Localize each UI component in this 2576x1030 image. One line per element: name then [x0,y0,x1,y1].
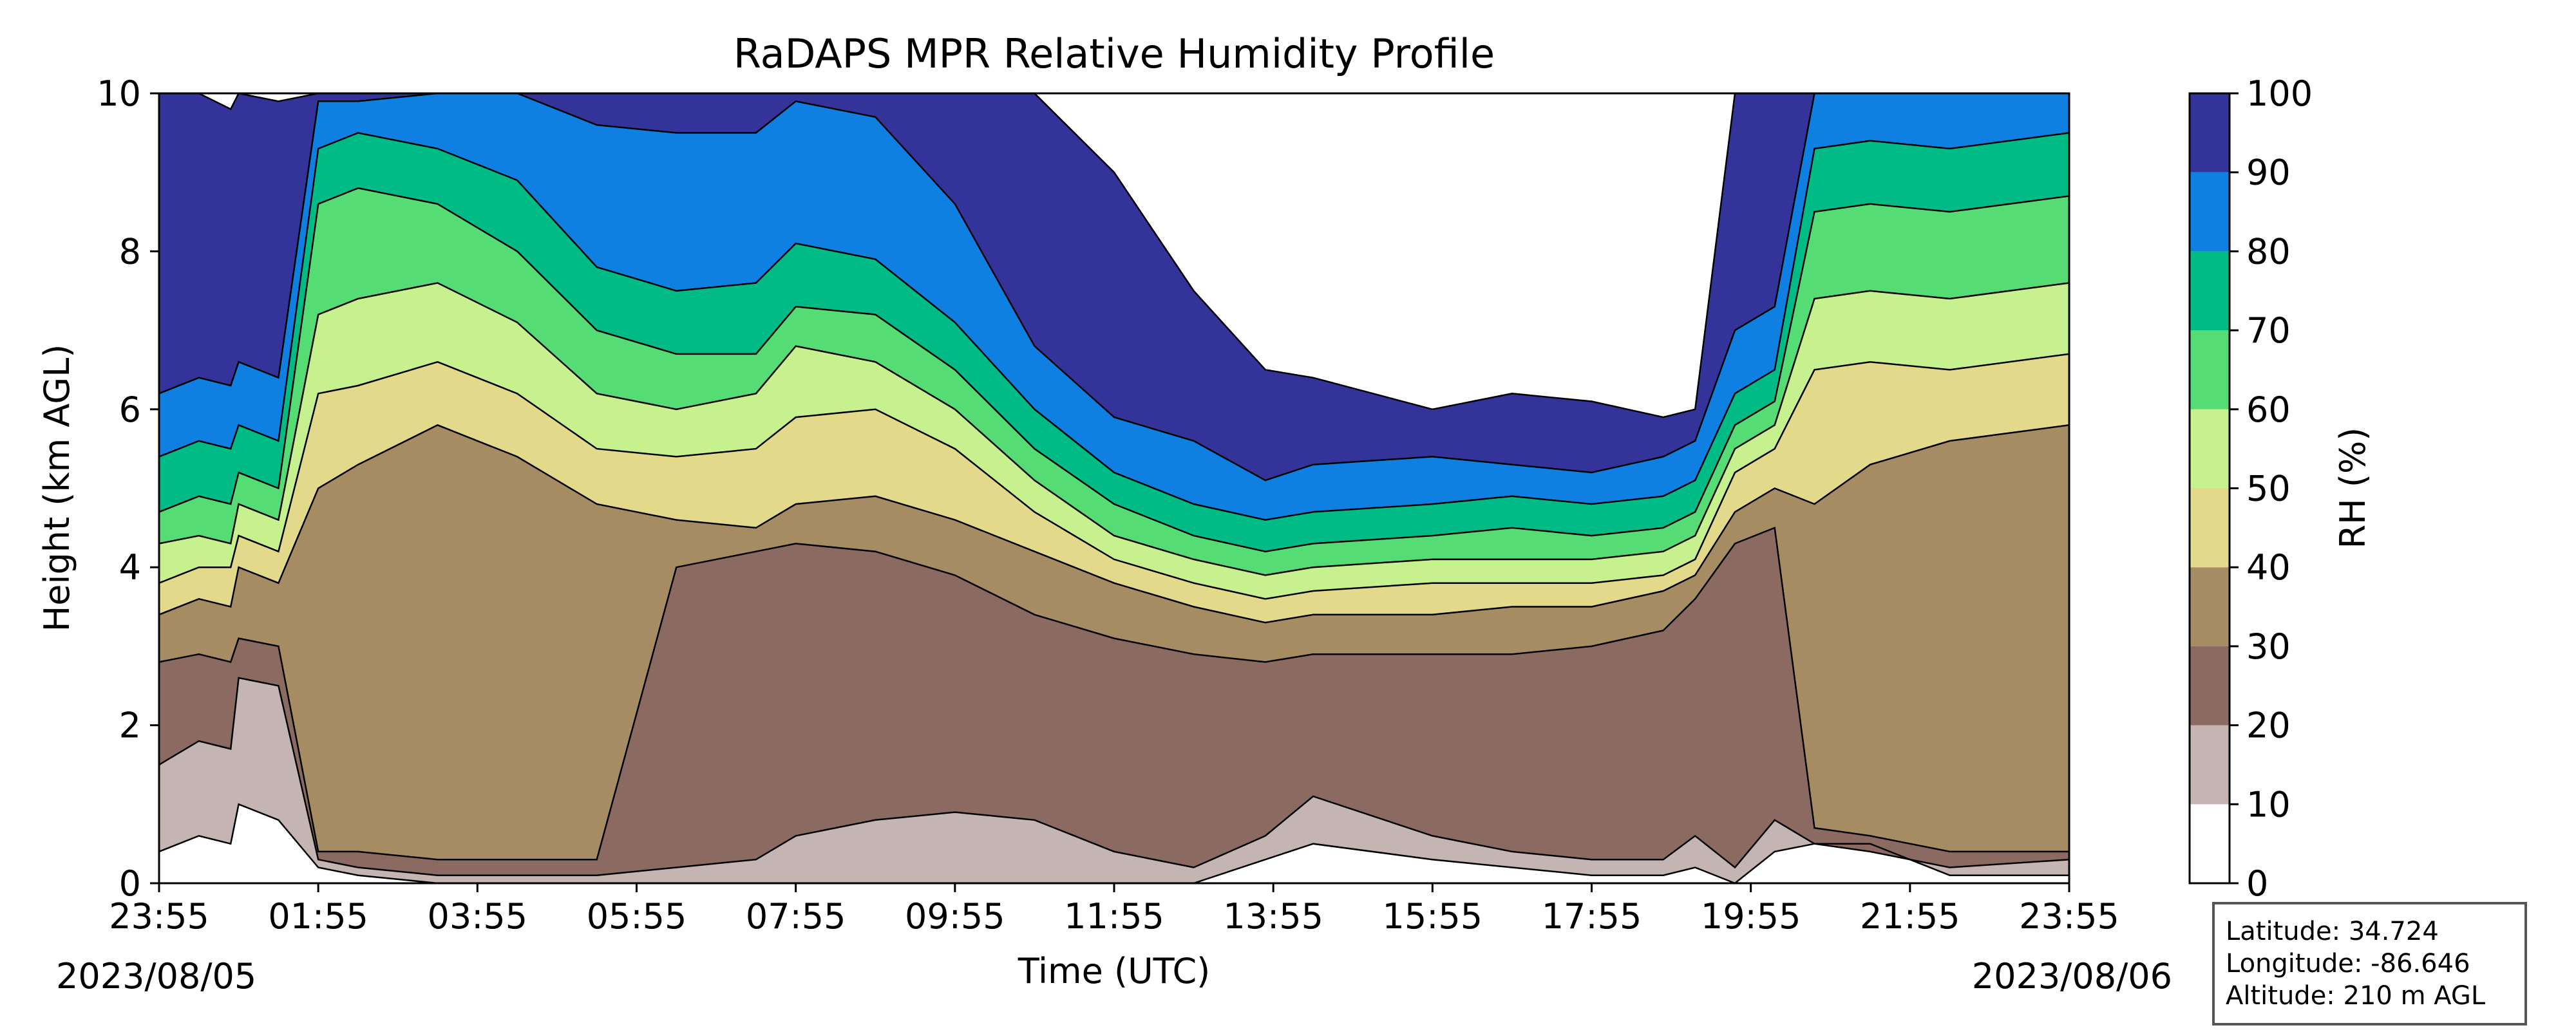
y-tick-label: 8 [119,231,141,272]
y-tick-label: 4 [119,547,141,588]
colorbar-swatch-30 [2190,567,2230,646]
site-latitude: Latitude: 34.724 [2226,917,2439,946]
colorbar-tick-label: 10 [2246,784,2291,825]
site-altitude: Altitude: 210 m AGL [2226,981,2486,1011]
colorbar-swatch-80 [2190,172,2230,252]
colorbar-swatch-20 [2190,646,2230,726]
x-end-date: 2023/08/06 [1972,956,2172,997]
colorbar-tick-label: 100 [2246,73,2313,114]
x-tick-label: 11:55 [1064,896,1164,937]
colorbar-swatch-60 [2190,330,2230,409]
y-tick-label: 6 [119,389,141,430]
x-tick-label: 07:55 [746,896,846,937]
rh-band-40-50 [159,353,2069,623]
x-tick-label: 21:55 [1860,896,1960,937]
rh-band-80-90 [159,93,2069,520]
colorbar-tick-label: 90 [2246,153,2291,193]
colorbar-tick-label: 40 [2246,547,2291,588]
colorbar-tick-label: 50 [2246,469,2291,509]
rh-band-90-100 [159,93,2069,481]
rh-band-20-30 [159,527,2069,876]
site-info-box: Latitude: 34.724 Longitude: -86.646 Alti… [2212,902,2527,1025]
colorbar-swatch-70 [2190,251,2230,331]
x-tick-label: 05:55 [587,896,687,937]
x-axis-label: Time (UTC) [1018,951,1211,991]
colorbar-label: RH (%) [2333,427,2373,549]
colorbar-swatch-10 [2190,725,2230,805]
y-axis-ticks: 0 2 4 6 8 10 [97,73,159,904]
colorbar-tick-label: 20 [2246,706,2291,746]
rh-band-70-80 [159,133,2069,552]
y-tick-label: 2 [119,706,141,746]
colorbar-tick-label: 30 [2246,626,2291,667]
colorbar-swatch-0 [2190,804,2230,883]
rh-band-60-70 [159,188,2069,576]
contour-line-80 [158,132,2070,521]
rh-colorbar [2190,93,2230,883]
x-tick-label: 09:55 [905,896,1005,937]
colorbar-swatch-90 [2190,93,2230,173]
x-tick-label: 13:55 [1223,896,1323,937]
colorbar-tick-label: 0 [2246,863,2268,904]
contour-line-50 [158,353,2070,600]
site-info-frame [2212,902,2527,1025]
colorbar-tick-label: 70 [2246,310,2291,351]
contour-line-70 [158,187,2070,552]
x-tick-label: 19:55 [1701,896,1801,937]
colorbar-swatch-40 [2190,488,2230,568]
site-longitude: Longitude: -86.646 [2226,949,2470,979]
y-axis-label: Height (km AGL) [37,344,77,632]
x-tick-label: 01:55 [268,896,368,937]
colorbar-tick-label: 60 [2246,389,2291,430]
contour-line-20 [158,677,2070,876]
colorbar-swatch-50 [2190,409,2230,489]
x-tick-label: 15:55 [1383,896,1483,937]
rh-band-30-40 [159,425,2069,860]
contour-line-40 [158,424,2070,624]
y-tick-label: 0 [119,863,141,904]
rh-contour-fills [159,93,2069,883]
contour-line-60 [158,282,2070,576]
x-start-date: 2023/08/05 [56,956,256,997]
x-tick-label: 03:55 [428,896,528,937]
colorbar-tick-label: 80 [2246,231,2291,272]
contour-line-30 [158,527,2069,861]
colorbar-ticks: 0 10 20 30 40 50 60 70 80 90 100 [2230,73,2313,904]
x-axis-ticks: 23:55 01:55 03:55 05:55 07:55 09:55 11:55 13:55… [109,883,2119,937]
chart-title: RaDAPS MPR Relative Humidity Profile [734,30,1495,77]
contour-line-90 [158,92,2069,482]
rh-band-0-10 [159,804,2069,883]
y-tick-label: 10 [97,73,141,114]
x-tick-label: 17:55 [1542,896,1642,937]
x-tick-label: 23:55 [2019,896,2119,937]
rh-contour-lines [158,92,2070,885]
x-tick-label: 23:55 [109,896,209,937]
